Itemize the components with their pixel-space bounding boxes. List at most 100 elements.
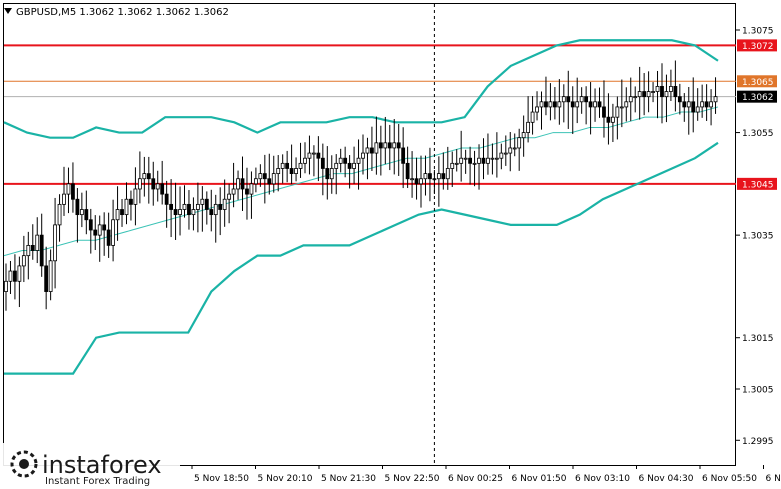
candle[interactable] bbox=[347, 155, 352, 189]
candle[interactable] bbox=[195, 182, 200, 233]
candle[interactable] bbox=[182, 185, 187, 218]
candle[interactable] bbox=[490, 143, 495, 175]
candle[interactable] bbox=[343, 146, 348, 178]
candle[interactable] bbox=[396, 123, 401, 176]
candle[interactable] bbox=[62, 166, 66, 216]
candle[interactable] bbox=[557, 79, 562, 125]
candle[interactable] bbox=[521, 115, 526, 157]
candle[interactable] bbox=[561, 84, 566, 123]
candle[interactable] bbox=[106, 212, 111, 258]
candle[interactable] bbox=[499, 143, 504, 170]
candle[interactable] bbox=[84, 190, 89, 235]
candle[interactable] bbox=[539, 91, 544, 130]
candle[interactable] bbox=[544, 76, 548, 116]
triangle-down-icon[interactable] bbox=[4, 8, 12, 14]
candle[interactable] bbox=[428, 147, 432, 202]
candle[interactable] bbox=[320, 143, 325, 196]
candle[interactable] bbox=[374, 116, 379, 175]
candle[interactable] bbox=[361, 134, 365, 175]
candle[interactable] bbox=[133, 167, 138, 226]
candle[interactable] bbox=[48, 249, 53, 301]
candle[interactable] bbox=[517, 128, 522, 171]
candle[interactable] bbox=[66, 167, 71, 214]
candle[interactable] bbox=[164, 180, 169, 228]
candle[interactable] bbox=[669, 69, 673, 102]
candle[interactable] bbox=[187, 190, 191, 230]
candle[interactable] bbox=[584, 86, 589, 125]
candle[interactable] bbox=[262, 154, 267, 204]
candle[interactable] bbox=[30, 224, 35, 260]
candle[interactable] bbox=[526, 96, 531, 143]
candle[interactable] bbox=[468, 146, 473, 185]
candle[interactable] bbox=[169, 179, 174, 238]
candle[interactable] bbox=[338, 148, 343, 173]
candle[interactable] bbox=[200, 186, 205, 232]
candle[interactable] bbox=[365, 137, 370, 180]
candle[interactable] bbox=[57, 194, 62, 242]
candle[interactable] bbox=[673, 60, 678, 112]
candle[interactable] bbox=[39, 213, 44, 277]
candle[interactable] bbox=[686, 86, 691, 135]
candle[interactable] bbox=[307, 135, 312, 175]
candle[interactable] bbox=[227, 183, 232, 224]
candle[interactable] bbox=[155, 170, 160, 202]
candle[interactable] bbox=[280, 154, 285, 184]
candle[interactable] bbox=[253, 167, 258, 193]
candle[interactable] bbox=[611, 103, 615, 143]
level-orange[interactable]: 1.3065 bbox=[4, 75, 777, 88]
candle[interactable] bbox=[450, 151, 455, 187]
candle[interactable] bbox=[79, 192, 84, 228]
candle[interactable] bbox=[414, 157, 419, 200]
candle[interactable] bbox=[459, 130, 464, 182]
candle[interactable] bbox=[88, 208, 93, 254]
candle[interactable] bbox=[4, 263, 8, 311]
candle[interactable] bbox=[445, 146, 450, 190]
price-axis[interactable]: 1.3075 1.3055 1.3035 1.3015 1.3005 1.2995 bbox=[736, 27, 774, 447]
candle[interactable] bbox=[682, 93, 687, 122]
candle[interactable] bbox=[142, 156, 147, 197]
candle[interactable] bbox=[325, 146, 330, 200]
candle[interactable] bbox=[102, 212, 107, 256]
candle[interactable] bbox=[615, 96, 620, 140]
time-axis[interactable]: 5 Nov 18:50 5 Nov 20:10 5 Nov 21:30 5 Nov 2… bbox=[191, 465, 781, 484]
candle[interactable] bbox=[245, 167, 249, 220]
candle[interactable] bbox=[115, 186, 120, 241]
level-resistance[interactable]: 1.3072 bbox=[4, 39, 777, 52]
candle[interactable] bbox=[97, 215, 102, 262]
candle[interactable] bbox=[312, 145, 316, 177]
candle[interactable] bbox=[628, 77, 633, 122]
candle[interactable] bbox=[218, 187, 223, 236]
candle[interactable] bbox=[137, 151, 142, 204]
candle[interactable] bbox=[570, 86, 575, 135]
candle[interactable] bbox=[655, 70, 660, 119]
candle[interactable] bbox=[13, 254, 17, 300]
candle[interactable] bbox=[316, 136, 321, 182]
candle[interactable] bbox=[602, 80, 606, 138]
candle[interactable] bbox=[276, 155, 281, 192]
candle[interactable] bbox=[271, 155, 276, 193]
candle[interactable] bbox=[575, 77, 580, 124]
candle[interactable] bbox=[401, 127, 406, 189]
candle[interactable] bbox=[178, 186, 182, 236]
candle[interactable] bbox=[289, 144, 294, 185]
candle[interactable] bbox=[597, 87, 602, 118]
horizontal-levels[interactable]: 1.3072 1.3065 1.3045 1.3062 bbox=[4, 39, 777, 190]
candle[interactable] bbox=[619, 79, 624, 128]
candle[interactable] bbox=[146, 156, 151, 204]
candle[interactable] bbox=[378, 125, 383, 176]
candle[interactable] bbox=[93, 215, 98, 251]
candle[interactable] bbox=[124, 182, 129, 225]
candle[interactable] bbox=[129, 190, 133, 221]
candle[interactable] bbox=[419, 155, 423, 208]
candle[interactable] bbox=[151, 161, 156, 206]
candle[interactable] bbox=[651, 82, 655, 103]
candle[interactable] bbox=[704, 84, 709, 121]
candle[interactable] bbox=[17, 256, 22, 308]
candle[interactable] bbox=[709, 89, 713, 126]
candle[interactable] bbox=[700, 84, 705, 118]
candle[interactable] bbox=[240, 156, 245, 211]
candle[interactable] bbox=[209, 189, 214, 232]
candle[interactable] bbox=[494, 132, 499, 178]
candle[interactable] bbox=[249, 171, 254, 219]
candle[interactable] bbox=[552, 87, 557, 120]
